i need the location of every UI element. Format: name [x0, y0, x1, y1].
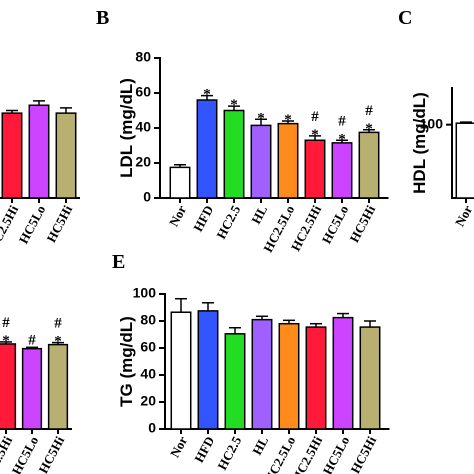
significance-star: *: [284, 112, 292, 128]
bar: [305, 326, 327, 430]
significance-hash: #: [2, 315, 10, 331]
x-tick-label: HL: [248, 202, 270, 226]
significance-hash: #: [365, 103, 373, 119]
bar: [1, 112, 23, 199]
bar: [170, 311, 192, 430]
y-axis-title: TG (mg/dL): [117, 316, 136, 407]
significance-star: *: [257, 110, 265, 126]
bar: [278, 322, 300, 430]
significance-hash: #: [311, 109, 319, 125]
x-tick-label: HC5Hi: [346, 202, 378, 244]
significance-star: *: [311, 127, 319, 143]
y-tick-label: 100: [133, 285, 157, 301]
y-tick-label: 80: [135, 49, 151, 65]
panel-letter: E: [112, 251, 125, 273]
x-tick-label: Nor: [452, 203, 474, 229]
bar: [55, 112, 77, 199]
x-tick-label: HC5Hi: [35, 433, 67, 474]
bar: [304, 139, 326, 199]
significance-hash: #: [54, 316, 62, 332]
bar: [224, 333, 246, 430]
y-tick-label: 0: [143, 189, 151, 205]
bar: [197, 310, 219, 430]
panel-letter: C: [398, 7, 412, 29]
panel-letter: B: [96, 7, 109, 29]
bar: [169, 166, 191, 199]
bar: [196, 99, 218, 199]
significance-star: *: [230, 97, 238, 113]
significance-star: *: [338, 131, 346, 147]
bar: [331, 142, 353, 199]
bar: [455, 122, 474, 199]
y-tick-label: 0: [148, 420, 156, 436]
y-tick-label: 100: [420, 115, 444, 131]
x-tick-label: HC2.5: [213, 202, 243, 241]
x-tick-label: HL: [249, 433, 271, 457]
bar: [359, 326, 381, 430]
significance-star: *: [203, 87, 211, 103]
bar: [0, 343, 17, 430]
x-tick-label: HC5Hi: [347, 433, 379, 474]
bar: [251, 318, 273, 430]
y-tick-label: 40: [140, 366, 156, 382]
x-tick-label: HC5Hi: [43, 202, 75, 244]
y-tick-label: 60: [135, 84, 151, 100]
y-tick-label: 80: [140, 312, 156, 328]
bar: [358, 131, 380, 199]
significance-star: *: [54, 334, 62, 350]
y-tick-label: 60: [140, 339, 156, 355]
bar: [332, 316, 354, 430]
y-axis-title: HDL (mg/dL): [410, 92, 429, 194]
x-tick-label: HC5Lo: [319, 203, 352, 246]
y-tick-label: 40: [135, 119, 151, 135]
x-tick-label: HC2.5: [214, 433, 244, 472]
x-tick-label: Nor: [166, 203, 190, 229]
x-tick-label: HFD: [190, 203, 216, 234]
bar: [21, 347, 43, 430]
x-tick-label: HFD: [191, 434, 217, 465]
significance-star: *: [365, 121, 373, 137]
x-tick-label: HC2.5Hi: [0, 202, 21, 253]
x-tick-label: HC5Lo: [16, 203, 49, 246]
bar: [250, 124, 272, 199]
bar: [223, 109, 245, 199]
x-tick-label: Nor: [167, 434, 191, 460]
significance-hash: #: [28, 332, 36, 348]
y-axis-title: LDL (mg/dL): [117, 78, 136, 178]
y-tick-label: 20: [140, 393, 156, 409]
bar: [47, 343, 69, 430]
significance-hash: #: [338, 113, 346, 129]
bar: [277, 122, 299, 199]
y-tick-label: 20: [135, 154, 151, 170]
bar: [28, 104, 50, 199]
significance-star: *: [2, 333, 10, 349]
